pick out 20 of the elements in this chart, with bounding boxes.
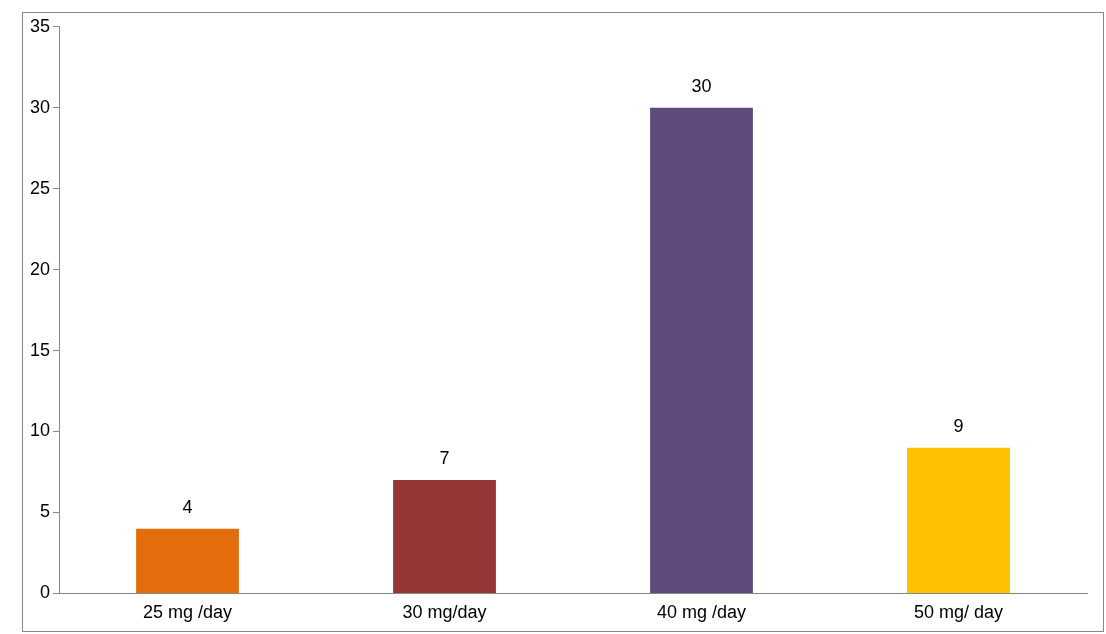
data-label: 30 [691,75,712,96]
y-tick-label: 5 [40,501,51,522]
bar [136,528,239,593]
bar [650,107,753,593]
x-tick-label: 40 mg /day [656,602,747,623]
y-tick-label: 30 [29,96,51,117]
x-tick-label: 25 mg /day [142,602,233,623]
y-tick-label: 20 [29,258,51,279]
y-tick-label: 35 [29,15,51,36]
data-label: 7 [439,448,450,469]
data-label: 4 [182,496,193,517]
data-label: 9 [953,415,964,436]
x-tick-label: 50 mg/ day [913,602,1004,623]
x-tick-label: 30 mg/day [402,602,487,623]
y-tick-label: 25 [29,177,51,198]
bar [393,480,496,593]
bar [907,447,1010,593]
y-tick-label: 15 [29,339,51,360]
y-tick-label: 10 [29,420,51,441]
y-tick-label: 0 [40,582,51,603]
